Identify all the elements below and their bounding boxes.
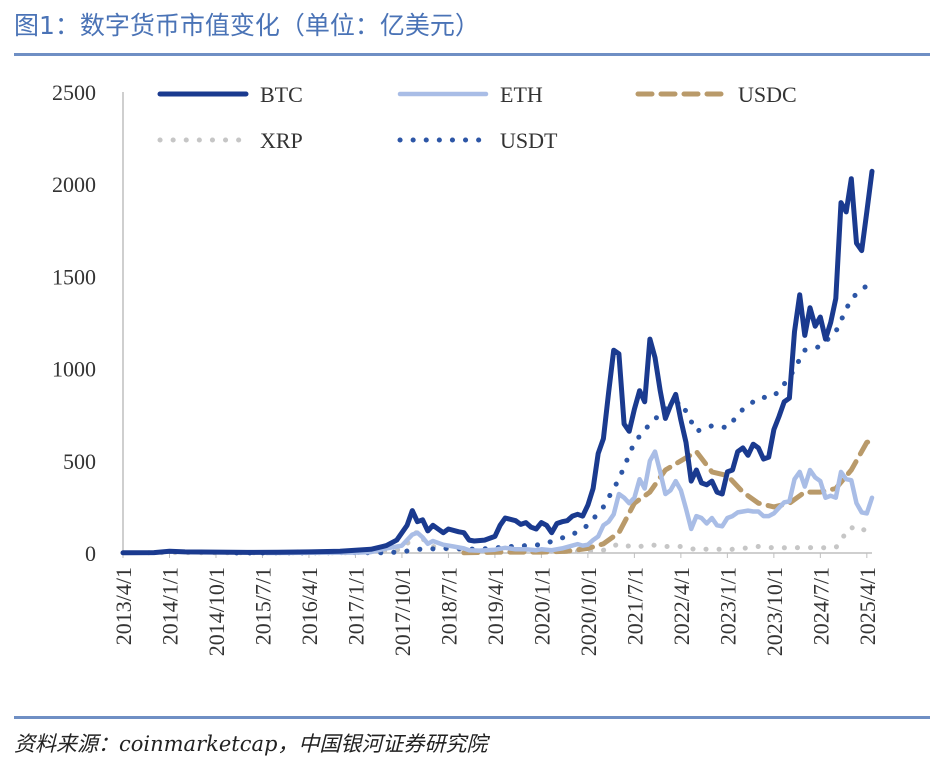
x-tick-label: 2023/10/1 [762, 567, 787, 656]
x-tick-label: 2014/1/1 [157, 567, 182, 645]
figure-title: 图1：数字货币市值变化（单位：亿美元） [14, 11, 480, 40]
y-tick-label: 2500 [52, 80, 96, 105]
top-rule [14, 53, 930, 56]
axes: 0 500 1000 1500 2000 2500 2013/4/1 2014/1/1 2014… [52, 80, 880, 656]
y-tick-label: 1000 [52, 357, 96, 382]
x-tick-label: 2016/4/1 [297, 567, 322, 645]
x-tick-label: 2022/4/1 [669, 567, 694, 645]
x-tick-label: 2015/7/1 [250, 567, 275, 645]
x-tick-label: 2021/7/1 [622, 567, 647, 645]
x-tick-label: 2018/7/1 [436, 567, 461, 645]
y-tick-label: 1500 [52, 264, 96, 289]
legend-label-xrp: XRP [260, 128, 303, 153]
x-tick-label: 2020/10/1 [576, 567, 601, 656]
series-line-usdc [461, 438, 875, 556]
y-tick-label: 500 [63, 449, 96, 474]
series-line-usdt [234, 273, 875, 556]
plot-area [120, 168, 875, 556]
x-tick-label: 2017/1/1 [343, 567, 368, 645]
series-line-eth [265, 449, 875, 556]
x-tick-label: 2023/1/1 [715, 567, 740, 645]
line-chart: BTC ETH USDC XRP USDT 0 500 1000 1500 2000 2500 20… [52, 80, 880, 656]
legend: BTC ETH USDC XRP USDT [157, 82, 797, 153]
source-note: 资料来源：coinmarketcap，中国银河证券研究院 [14, 732, 488, 756]
legend-label-btc: BTC [260, 82, 303, 107]
x-tick-label: 2019/4/1 [483, 567, 508, 645]
x-tick-label: 2024/7/1 [808, 567, 833, 645]
x-tick-label: 2017/10/1 [390, 567, 415, 656]
x-tick-label: 2020/1/1 [529, 567, 554, 645]
y-tick-label: 0 [85, 541, 96, 566]
x-tick-label: 2013/4/1 [111, 567, 136, 645]
x-tick-label: 2025/4/1 [855, 567, 880, 645]
series-line-btc [120, 168, 875, 556]
y-tick-label: 2000 [52, 172, 96, 197]
legend-label-usdt: USDT [500, 128, 558, 153]
legend-label-usdc: USDC [738, 82, 797, 107]
x-tick-label: 2014/10/1 [204, 567, 229, 656]
legend-label-eth: ETH [500, 82, 543, 107]
bottom-rule [14, 716, 930, 719]
